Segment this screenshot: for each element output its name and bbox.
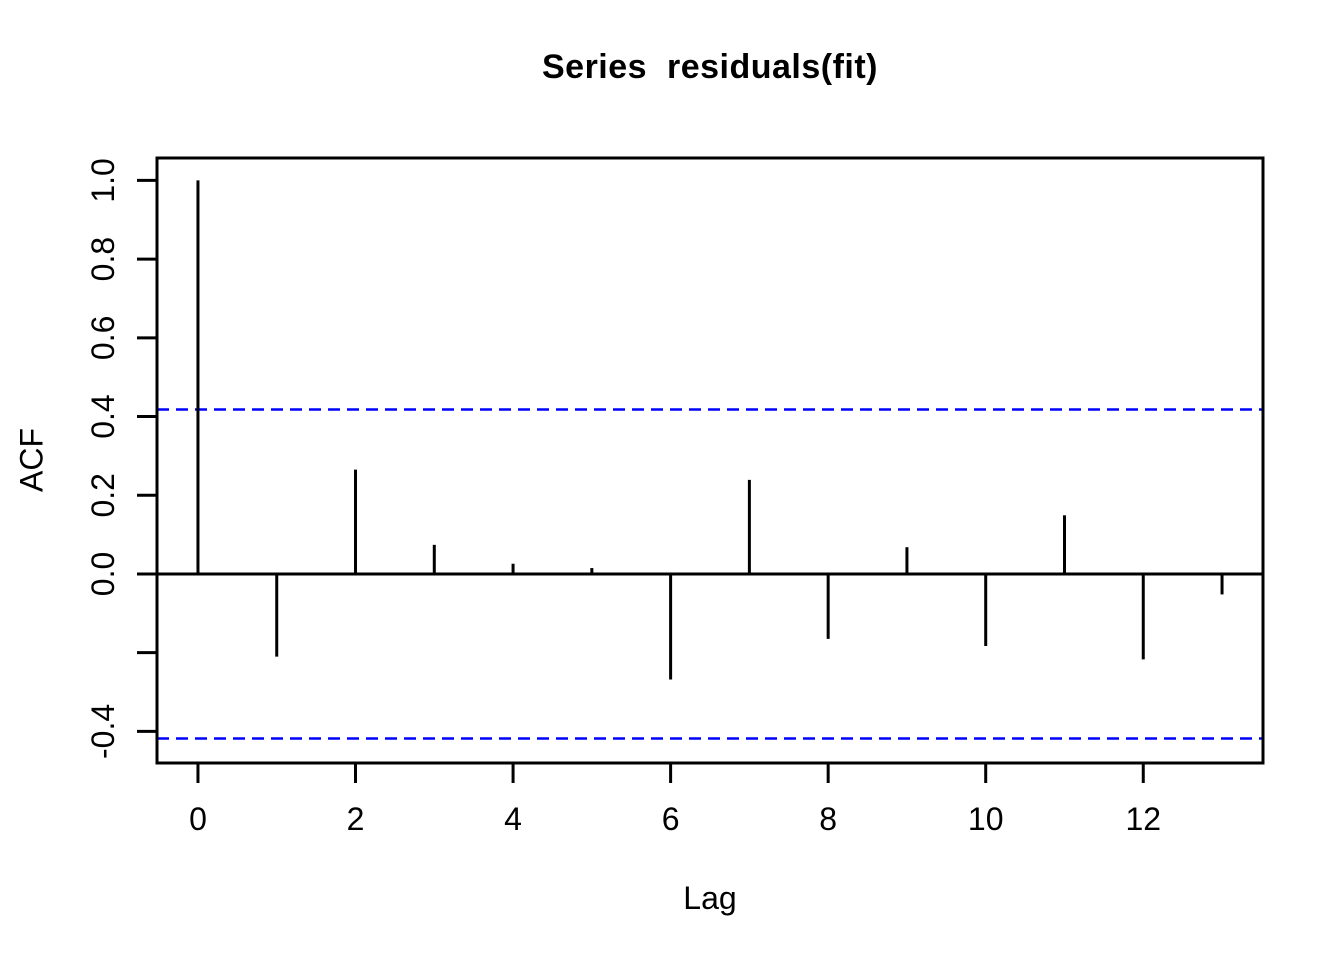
x-tick-label-8: 8: [819, 801, 837, 837]
y-tick-label-0.4: 0.4: [85, 394, 121, 438]
x-tick-label-10: 10: [968, 801, 1004, 837]
x-tick-label-2: 2: [347, 801, 365, 837]
x-tick-label-12: 12: [1125, 801, 1161, 837]
plot-border: [155, 156, 1265, 765]
x-tick-label-0: 0: [189, 801, 207, 837]
y-tick-label-0: 0.0: [85, 552, 121, 596]
y-tick-label--0.4: -0.4: [85, 704, 121, 759]
y-tick-label-0.8: 0.8: [85, 237, 121, 281]
x-tick-label-4: 4: [504, 801, 522, 837]
x-tick-label-6: 6: [662, 801, 680, 837]
y-tick-label-1: 1.0: [85, 158, 121, 202]
y-axis-title: ACF: [13, 428, 50, 492]
y-tick-label-0.6: 0.6: [85, 316, 121, 360]
x-axis-title: Lag: [683, 880, 737, 916]
y-tick-label-0.2: 0.2: [85, 473, 121, 517]
chart-title: Series residuals(fit): [541, 48, 879, 86]
